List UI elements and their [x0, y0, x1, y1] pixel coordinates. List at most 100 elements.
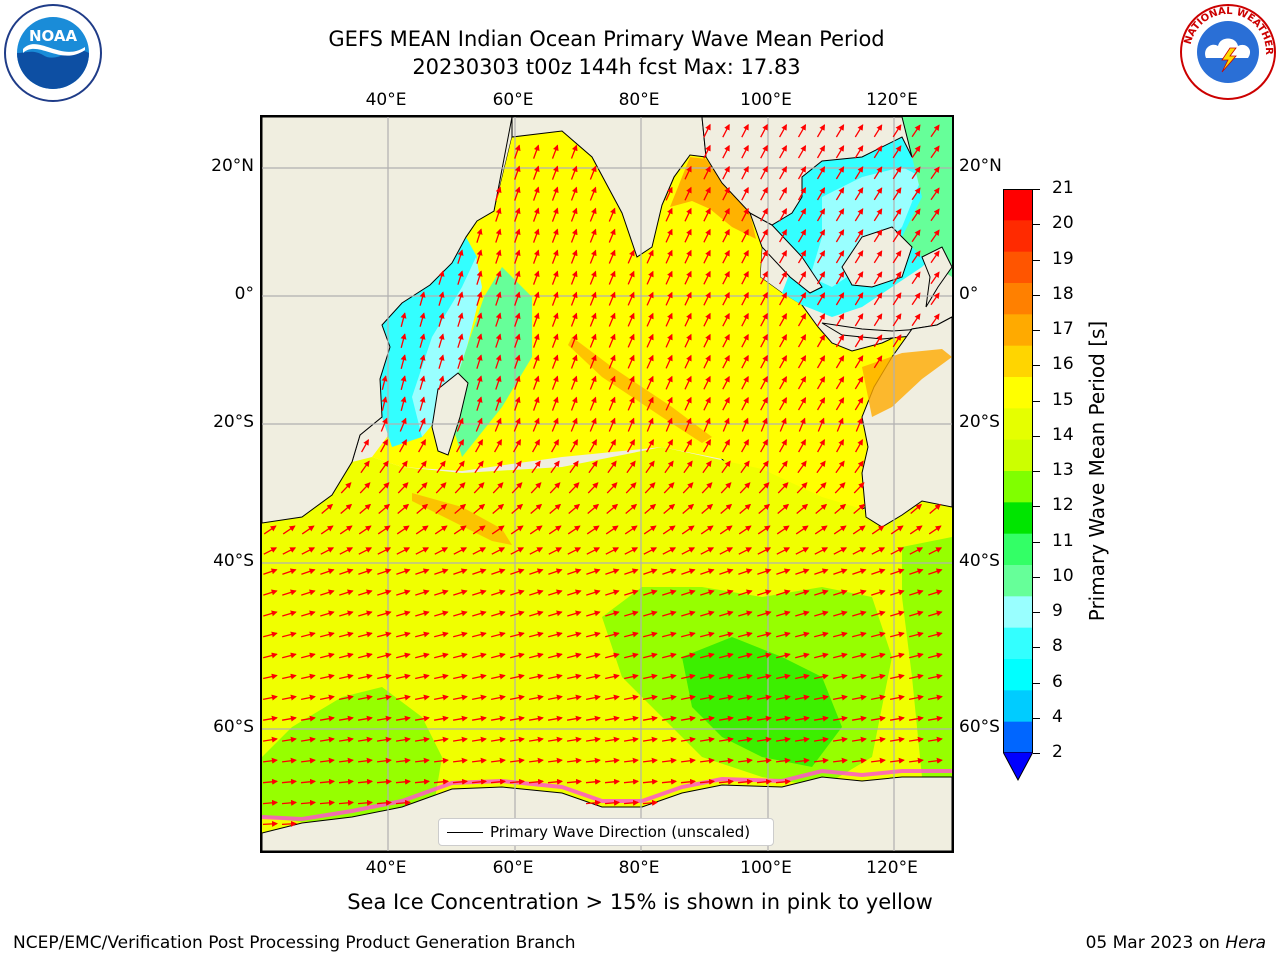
wave-direction-arrow: [301, 525, 315, 535]
wave-direction-arrow: [776, 652, 791, 659]
wave-direction-arrow: [852, 547, 867, 555]
wave-direction-arrow: [624, 673, 639, 680]
wave-direction-arrow: [834, 503, 847, 514]
wave-direction-arrow: [567, 568, 582, 575]
wave-direction-arrow: [776, 757, 791, 764]
wave-direction-arrow: [722, 249, 730, 264]
wave-direction-arrow: [665, 291, 673, 306]
madagascar-land: [431, 372, 469, 456]
wave-direction-arrow: [684, 249, 692, 264]
wave-direction-arrow: [644, 482, 656, 494]
wave-direction-arrow: [550, 460, 560, 474]
wave-direction-arrow: [608, 333, 616, 348]
wave-direction-arrow: [890, 610, 905, 617]
wave-direction-arrow: [832, 694, 848, 701]
wave-direction-arrow: [471, 736, 487, 743]
wave-direction-arrow: [681, 673, 696, 680]
wave-direction-arrow: [495, 207, 502, 222]
wave-direction-arrow: [604, 736, 620, 743]
wave-direction-arrow: [699, 778, 715, 785]
wave-direction-arrow: [797, 250, 807, 264]
wave-direction-arrow: [281, 736, 297, 743]
wave-direction-arrow: [263, 547, 278, 555]
wave-direction-arrow: [528, 778, 544, 785]
wave-direction-arrow: [282, 631, 297, 638]
wave-direction-arrow: [853, 482, 865, 494]
wave-direction-arrow: [779, 313, 787, 327]
wave-direction-arrow: [397, 482, 409, 494]
wave-direction-arrow: [378, 482, 390, 494]
wave-direction-arrow: [510, 631, 525, 638]
wave-direction-arrow: [738, 589, 753, 596]
wave-direction-arrow: [453, 568, 468, 575]
wave-direction-arrow: [376, 799, 392, 806]
wave-direction-arrow: [301, 757, 316, 764]
wave-direction-arrow: [701, 482, 713, 494]
wave-direction-arrow: [491, 673, 506, 680]
wave-direction-arrow: [453, 631, 468, 638]
colorbar-tick-mark: [1033, 471, 1040, 472]
wave-direction-arrow: [301, 652, 316, 659]
wave-direction-arrow: [415, 652, 430, 659]
wave-direction-arrow: [532, 439, 540, 453]
wave-direction-arrow: [415, 673, 430, 680]
wave-direction-arrow: [438, 354, 445, 369]
wave-direction-arrow: [529, 589, 544, 596]
wave-direction-arrow: [892, 334, 902, 348]
wave-direction-arrow: [495, 228, 502, 243]
wave-direction-arrow: [551, 417, 559, 432]
wave-direction-arrow: [930, 187, 940, 201]
wave-direction-arrow: [514, 312, 521, 327]
wave-direction-arrow: [262, 799, 278, 806]
wave-direction-arrow: [930, 271, 940, 285]
wave-direction-arrow: [282, 547, 297, 555]
colorbar-band: [1003, 189, 1033, 221]
wave-direction-arrow: [377, 610, 392, 617]
wave-direction-arrow: [795, 610, 810, 617]
lat-label-right-20n: 20°N: [959, 156, 1002, 176]
wave-direction-arrow: [399, 417, 407, 432]
wave-direction-arrow: [608, 354, 616, 369]
wave-direction-arrow: [529, 547, 544, 555]
colorbar-band: [1003, 659, 1033, 691]
wave-direction-arrow: [835, 271, 845, 285]
wave-direction-arrow: [339, 673, 354, 680]
wave-direction-arrow: [495, 291, 502, 306]
wave-direction-arrow: [835, 229, 845, 243]
wave-direction-arrow: [456, 439, 464, 453]
wave-direction-arrow: [873, 124, 883, 138]
wave-direction-arrow: [779, 187, 787, 201]
wave-direction-arrow: [892, 187, 902, 201]
wave-direction-arrow: [281, 715, 297, 722]
wave-direction-arrow: [776, 631, 791, 638]
wave-direction-arrow: [760, 312, 768, 327]
wave-direction-arrow: [758, 482, 770, 494]
wave-direction-arrow: [532, 333, 540, 348]
wave-direction-arrow: [339, 610, 354, 617]
wave-direction-arrow: [719, 631, 734, 638]
wave-direction-arrow: [415, 631, 430, 638]
wave-direction-arrow: [514, 333, 521, 348]
wave-direction-arrow: [514, 354, 521, 369]
wave-direction-arrow: [722, 417, 730, 432]
wave-direction-arrow: [361, 439, 369, 453]
wave-direction-arrow: [892, 292, 902, 306]
wave-direction-arrow: [816, 145, 826, 159]
wave-direction-arrow: [490, 715, 506, 722]
wave-direction-arrow: [605, 673, 620, 680]
wave-direction-arrow: [438, 291, 445, 306]
wave-direction-arrow: [756, 694, 772, 701]
wave-direction-arrow: [281, 778, 297, 785]
wave-direction-arrow: [414, 694, 430, 701]
wave-direction-arrow: [816, 292, 826, 306]
wave-direction-arrow: [321, 503, 334, 514]
wave-direction-arrow: [760, 439, 768, 453]
wave-direction-arrow: [816, 376, 826, 390]
wave-direction-arrow: [419, 291, 426, 306]
wave-direction-arrow: [514, 270, 521, 285]
wave-direction-arrow: [662, 525, 676, 535]
wave-direction-arrow: [911, 124, 921, 138]
wave-direction-arrow: [568, 482, 580, 494]
wave-direction-arrow: [796, 482, 808, 494]
wave-direction-arrow: [414, 715, 430, 722]
